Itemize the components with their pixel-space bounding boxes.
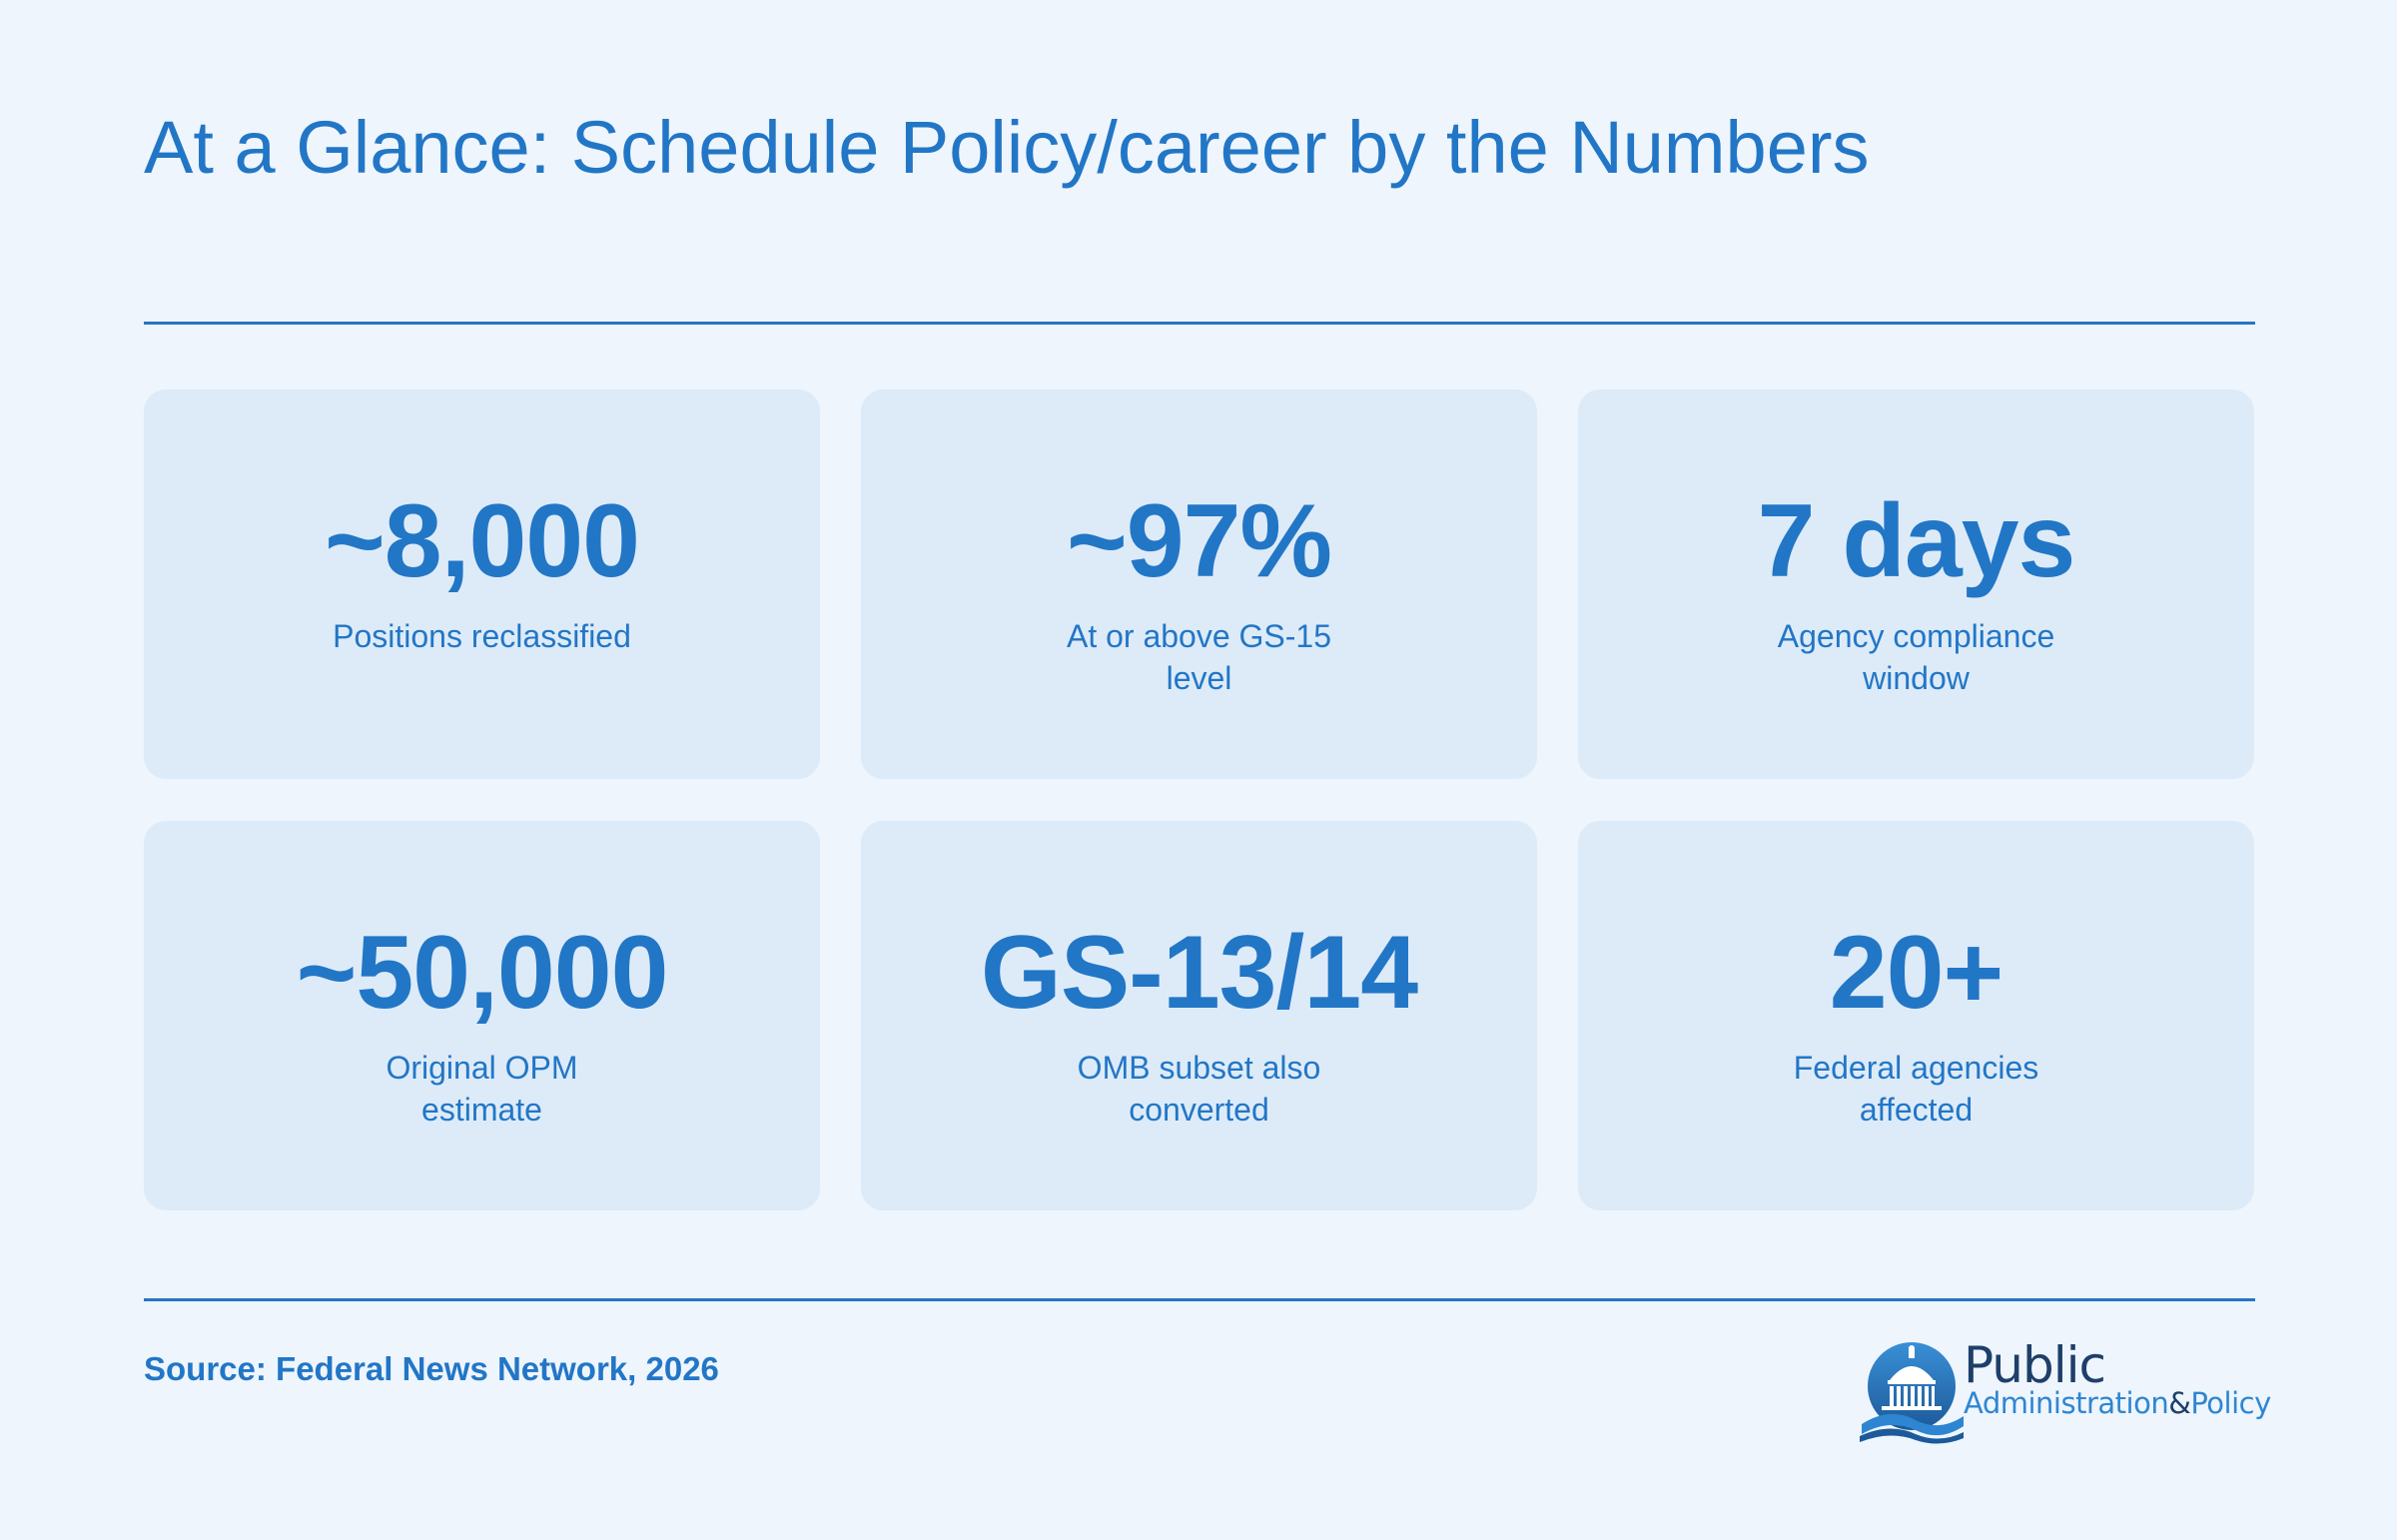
stat-card-gs15-share: ~97% At or above GS-15 level <box>861 389 1537 779</box>
stat-label: Federal agencies affected <box>1793 1050 2039 1128</box>
stat-label: Original OPM estimate <box>386 1050 578 1128</box>
logo-wordmark-primary: Public <box>1964 1336 2106 1394</box>
stat-value: GS-13/14 <box>980 915 1418 1031</box>
stat-value: 7 days <box>1757 483 2076 599</box>
page-title: At a Glance: Schedule Policy/career by t… <box>144 106 1870 189</box>
logo-wordmark-administration: Administration <box>1964 1386 2169 1420</box>
bottom-divider <box>144 1298 2255 1301</box>
publisher-logo: Public Administration&Policy <box>1860 1336 2271 1444</box>
stat-value: 20+ <box>1829 915 2003 1031</box>
logo-wordmark-secondary: Administration&Policy <box>1964 1386 2271 1420</box>
capitol-dome-icon <box>1860 1342 1964 1444</box>
stat-card-compliance-window: 7 days Agency compliance window <box>1578 389 2254 779</box>
stat-value: ~8,000 <box>325 483 640 599</box>
stat-card-agencies-affected: 20+ Federal agencies affected <box>1578 821 2254 1210</box>
stat-label: At or above GS-15 level <box>1066 618 1332 696</box>
stat-label: Positions reclassified <box>333 618 631 654</box>
logo-wordmark-ampersand: & <box>2168 1386 2191 1420</box>
stat-value: ~50,000 <box>296 915 669 1031</box>
stat-label: Agency compliance window <box>1777 618 2055 696</box>
stat-value: ~97% <box>1067 483 1332 599</box>
stats-grid: ~8,000 Positions reclassified ~97% At or… <box>144 389 2255 1210</box>
logo-wordmark-policy: Policy <box>2190 1386 2271 1420</box>
stat-card-omb-subset: GS-13/14 OMB subset also converted <box>861 821 1537 1210</box>
stat-card-positions-reclassified: ~8,000 Positions reclassified <box>144 389 820 779</box>
stat-label: OMB subset also converted <box>1077 1050 1321 1128</box>
source-citation: Source: Federal News Network, 2026 <box>144 1350 719 1387</box>
top-divider <box>144 322 2255 325</box>
stat-card-opm-estimate: ~50,000 Original OPM estimate <box>144 821 820 1210</box>
